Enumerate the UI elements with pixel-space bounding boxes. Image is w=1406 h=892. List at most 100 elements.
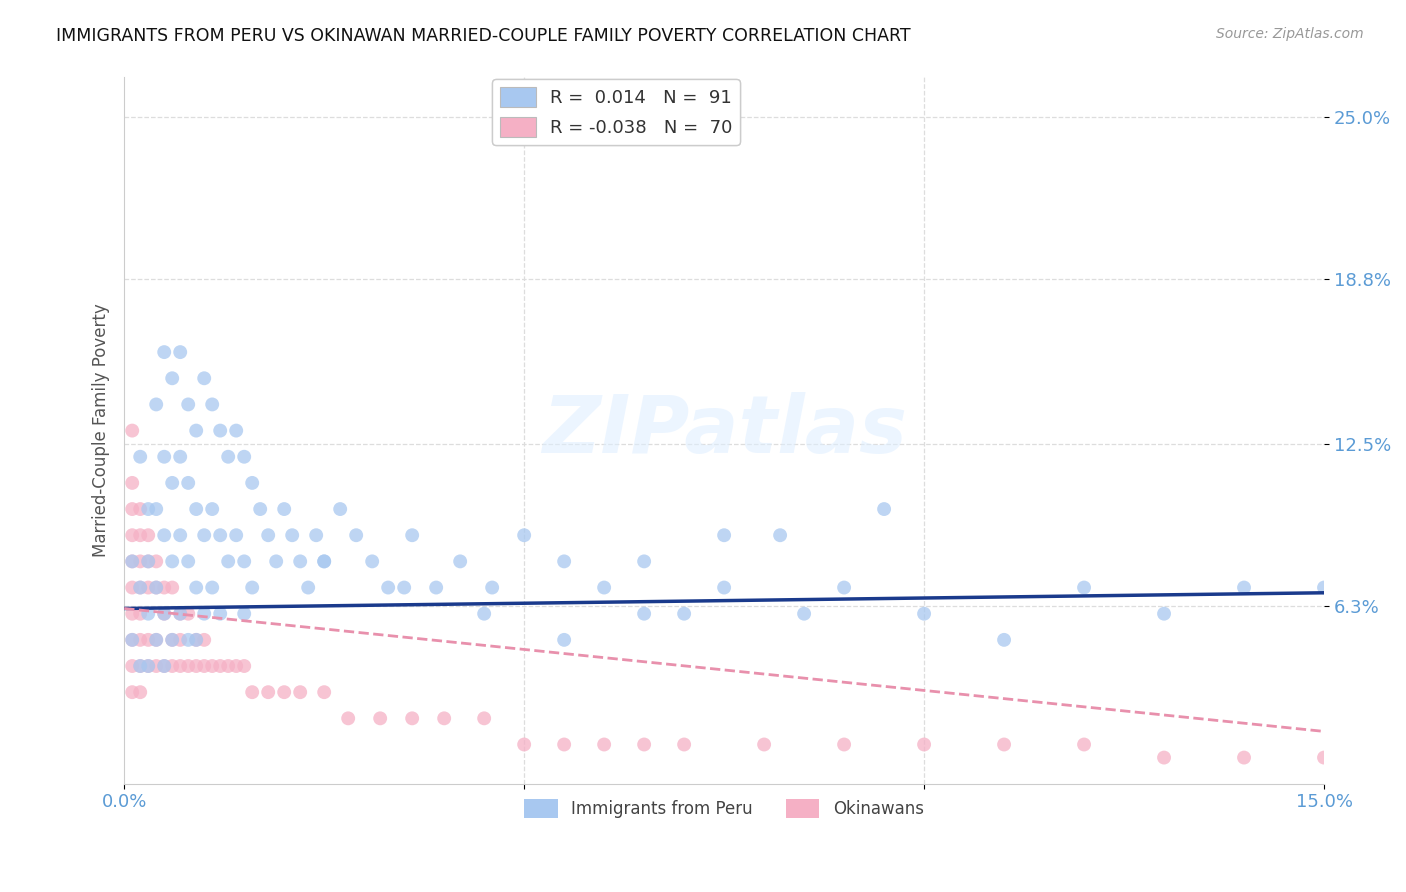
Point — [314, 554, 336, 568]
Point — [832, 738, 855, 752]
Point — [169, 607, 191, 621]
Point — [169, 607, 191, 621]
Point — [449, 554, 471, 568]
Point — [169, 659, 191, 673]
Point — [145, 659, 167, 673]
Point — [793, 607, 815, 621]
Point — [1313, 750, 1336, 764]
Point — [633, 607, 655, 621]
Point — [257, 685, 280, 699]
Point — [145, 632, 167, 647]
Point — [153, 528, 176, 542]
Text: IMMIGRANTS FROM PERU VS OKINAWAN MARRIED-COUPLE FAMILY POVERTY CORRELATION CHART: IMMIGRANTS FROM PERU VS OKINAWAN MARRIED… — [56, 27, 911, 45]
Point — [136, 554, 159, 568]
Point — [193, 659, 215, 673]
Point — [912, 607, 935, 621]
Point — [160, 475, 183, 490]
Point — [329, 502, 352, 516]
Point — [257, 528, 280, 542]
Point — [186, 632, 208, 647]
Point — [121, 581, 143, 595]
Point — [297, 581, 319, 595]
Point — [673, 738, 696, 752]
Point — [145, 632, 167, 647]
Point — [1073, 581, 1095, 595]
Point — [136, 502, 159, 516]
Point — [425, 581, 447, 595]
Point — [832, 581, 855, 595]
Point — [160, 371, 183, 385]
Point — [217, 450, 239, 464]
Point — [233, 554, 256, 568]
Point — [153, 345, 176, 359]
Point — [481, 581, 503, 595]
Point — [593, 738, 616, 752]
Legend: Immigrants from Peru, Okinawans: Immigrants from Peru, Okinawans — [517, 792, 931, 825]
Point — [177, 659, 200, 673]
Point — [201, 397, 224, 411]
Point — [240, 475, 263, 490]
Point — [153, 607, 176, 621]
Point — [513, 528, 536, 542]
Point — [121, 607, 143, 621]
Point — [392, 581, 415, 595]
Point — [177, 475, 200, 490]
Point — [201, 581, 224, 595]
Point — [673, 607, 696, 621]
Point — [136, 659, 159, 673]
Point — [153, 659, 176, 673]
Point — [186, 632, 208, 647]
Point — [121, 502, 143, 516]
Point — [129, 659, 152, 673]
Point — [145, 581, 167, 595]
Y-axis label: Married-Couple Family Poverty: Married-Couple Family Poverty — [93, 303, 110, 558]
Point — [344, 528, 367, 542]
Point — [186, 581, 208, 595]
Point — [121, 475, 143, 490]
Point — [553, 738, 575, 752]
Point — [129, 581, 152, 595]
Point — [912, 738, 935, 752]
Point — [169, 450, 191, 464]
Text: Source: ZipAtlas.com: Source: ZipAtlas.com — [1216, 27, 1364, 41]
Point — [281, 528, 304, 542]
Point — [121, 528, 143, 542]
Point — [169, 528, 191, 542]
Point — [129, 685, 152, 699]
Point — [145, 581, 167, 595]
Point — [377, 581, 399, 595]
Point — [136, 554, 159, 568]
Point — [472, 711, 495, 725]
Point — [1153, 750, 1175, 764]
Point — [593, 581, 616, 595]
Point — [233, 607, 256, 621]
Point — [225, 528, 247, 542]
Point — [993, 738, 1015, 752]
Point — [713, 528, 735, 542]
Point — [209, 424, 232, 438]
Point — [225, 424, 247, 438]
Point — [472, 607, 495, 621]
Point — [209, 528, 232, 542]
Point — [145, 397, 167, 411]
Point — [177, 632, 200, 647]
Point — [713, 581, 735, 595]
Point — [129, 528, 152, 542]
Point — [153, 450, 176, 464]
Point — [136, 659, 159, 673]
Point — [129, 632, 152, 647]
Point — [129, 554, 152, 568]
Point — [633, 554, 655, 568]
Point — [290, 554, 312, 568]
Point — [177, 554, 200, 568]
Point — [153, 607, 176, 621]
Point — [121, 632, 143, 647]
Point — [201, 659, 224, 673]
Point — [193, 528, 215, 542]
Point — [177, 607, 200, 621]
Point — [145, 502, 167, 516]
Point — [752, 738, 775, 752]
Point — [160, 554, 183, 568]
Point — [136, 581, 159, 595]
Point — [186, 424, 208, 438]
